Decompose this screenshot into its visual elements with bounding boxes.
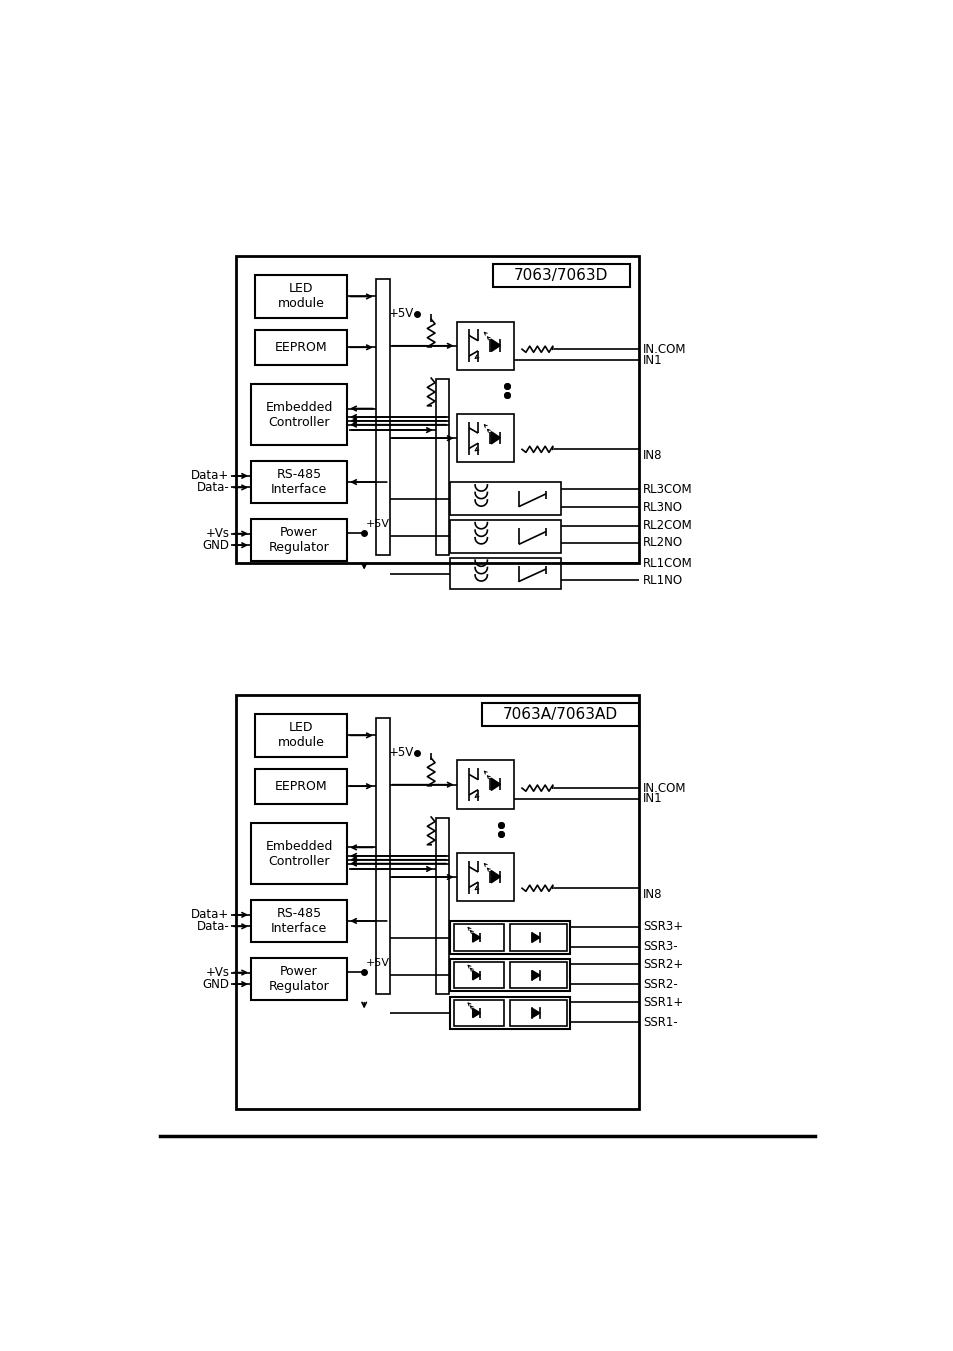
Text: Data-: Data- <box>196 481 229 494</box>
Bar <box>450 959 569 992</box>
Bar <box>481 703 639 725</box>
Text: RL3NO: RL3NO <box>642 501 682 513</box>
Text: RS-485
Interface: RS-485 Interface <box>271 467 327 496</box>
Bar <box>254 330 347 365</box>
Bar <box>456 413 514 462</box>
Text: Data+: Data+ <box>191 908 229 921</box>
Text: SSR1-: SSR1- <box>642 1016 677 1028</box>
Text: IN1: IN1 <box>642 354 661 366</box>
Text: SSR3-: SSR3- <box>642 940 677 954</box>
Polygon shape <box>491 339 500 351</box>
Bar <box>251 384 347 446</box>
Text: IN8: IN8 <box>642 888 661 901</box>
Bar <box>453 1000 503 1025</box>
Text: LED
module: LED module <box>277 282 324 311</box>
Bar <box>251 900 347 942</box>
Text: Power
Regulator: Power Regulator <box>269 526 329 554</box>
Bar <box>456 322 514 370</box>
Polygon shape <box>532 970 539 979</box>
Text: Embedded
Controller: Embedded Controller <box>265 839 333 867</box>
Bar <box>450 558 560 589</box>
Bar <box>235 257 639 562</box>
Bar <box>436 819 449 994</box>
Bar <box>493 263 629 286</box>
Text: 7063A/7063AD: 7063A/7063AD <box>502 707 618 721</box>
Bar <box>510 924 566 951</box>
Text: Power
Regulator: Power Regulator <box>269 965 329 993</box>
Text: GND: GND <box>202 539 229 551</box>
Bar <box>453 924 503 951</box>
Polygon shape <box>472 1008 480 1017</box>
Text: +5V: +5V <box>389 746 414 759</box>
Polygon shape <box>491 778 500 790</box>
Text: RL1NO: RL1NO <box>642 574 682 586</box>
Text: LED
module: LED module <box>277 721 324 750</box>
Bar <box>254 769 347 804</box>
Text: +Vs: +Vs <box>205 966 229 979</box>
Text: RL2NO: RL2NO <box>642 536 682 549</box>
Bar <box>251 461 347 503</box>
Bar <box>254 715 347 757</box>
Text: +5V: +5V <box>389 307 414 320</box>
Bar <box>251 823 347 885</box>
Text: SSR1+: SSR1+ <box>642 996 682 1009</box>
Bar <box>251 519 347 561</box>
Text: IN.COM: IN.COM <box>642 343 686 355</box>
Text: SSR3+: SSR3+ <box>642 920 682 934</box>
Text: +5V: +5V <box>365 519 390 530</box>
Bar <box>375 719 389 994</box>
Bar <box>456 852 514 901</box>
Polygon shape <box>472 934 480 942</box>
Text: IN1: IN1 <box>642 793 661 805</box>
Text: Data+: Data+ <box>191 469 229 482</box>
Text: IN.COM: IN.COM <box>642 782 686 794</box>
Bar <box>436 380 449 555</box>
Text: EEPROM: EEPROM <box>274 340 327 354</box>
Polygon shape <box>491 431 500 444</box>
Polygon shape <box>472 970 480 979</box>
Text: IN8: IN8 <box>642 449 661 462</box>
Bar <box>235 694 639 1109</box>
Bar <box>375 280 389 555</box>
Text: SSR2+: SSR2+ <box>642 958 682 971</box>
Bar <box>510 962 566 989</box>
Text: 7063/7063D: 7063/7063D <box>514 267 608 282</box>
Text: RL1COM: RL1COM <box>642 557 692 570</box>
Text: RS-485
Interface: RS-485 Interface <box>271 907 327 935</box>
Text: +5V: +5V <box>365 958 390 969</box>
Bar <box>450 921 569 954</box>
Bar <box>453 962 503 989</box>
Text: GND: GND <box>202 978 229 990</box>
Bar <box>450 997 569 1029</box>
Text: SSR2-: SSR2- <box>642 978 677 992</box>
Bar <box>456 761 514 809</box>
Text: +Vs: +Vs <box>205 527 229 540</box>
Text: RL2COM: RL2COM <box>642 519 692 532</box>
Text: Embedded
Controller: Embedded Controller <box>265 401 333 428</box>
Bar <box>450 520 560 553</box>
Polygon shape <box>532 1008 539 1017</box>
Text: Data-: Data- <box>196 920 229 932</box>
Bar <box>251 958 347 1000</box>
Polygon shape <box>532 934 539 942</box>
Text: EEPROM: EEPROM <box>274 780 327 793</box>
Polygon shape <box>491 870 500 882</box>
Bar <box>450 482 560 515</box>
Text: RL3COM: RL3COM <box>642 482 692 496</box>
Bar <box>254 276 347 317</box>
Bar <box>510 1000 566 1025</box>
